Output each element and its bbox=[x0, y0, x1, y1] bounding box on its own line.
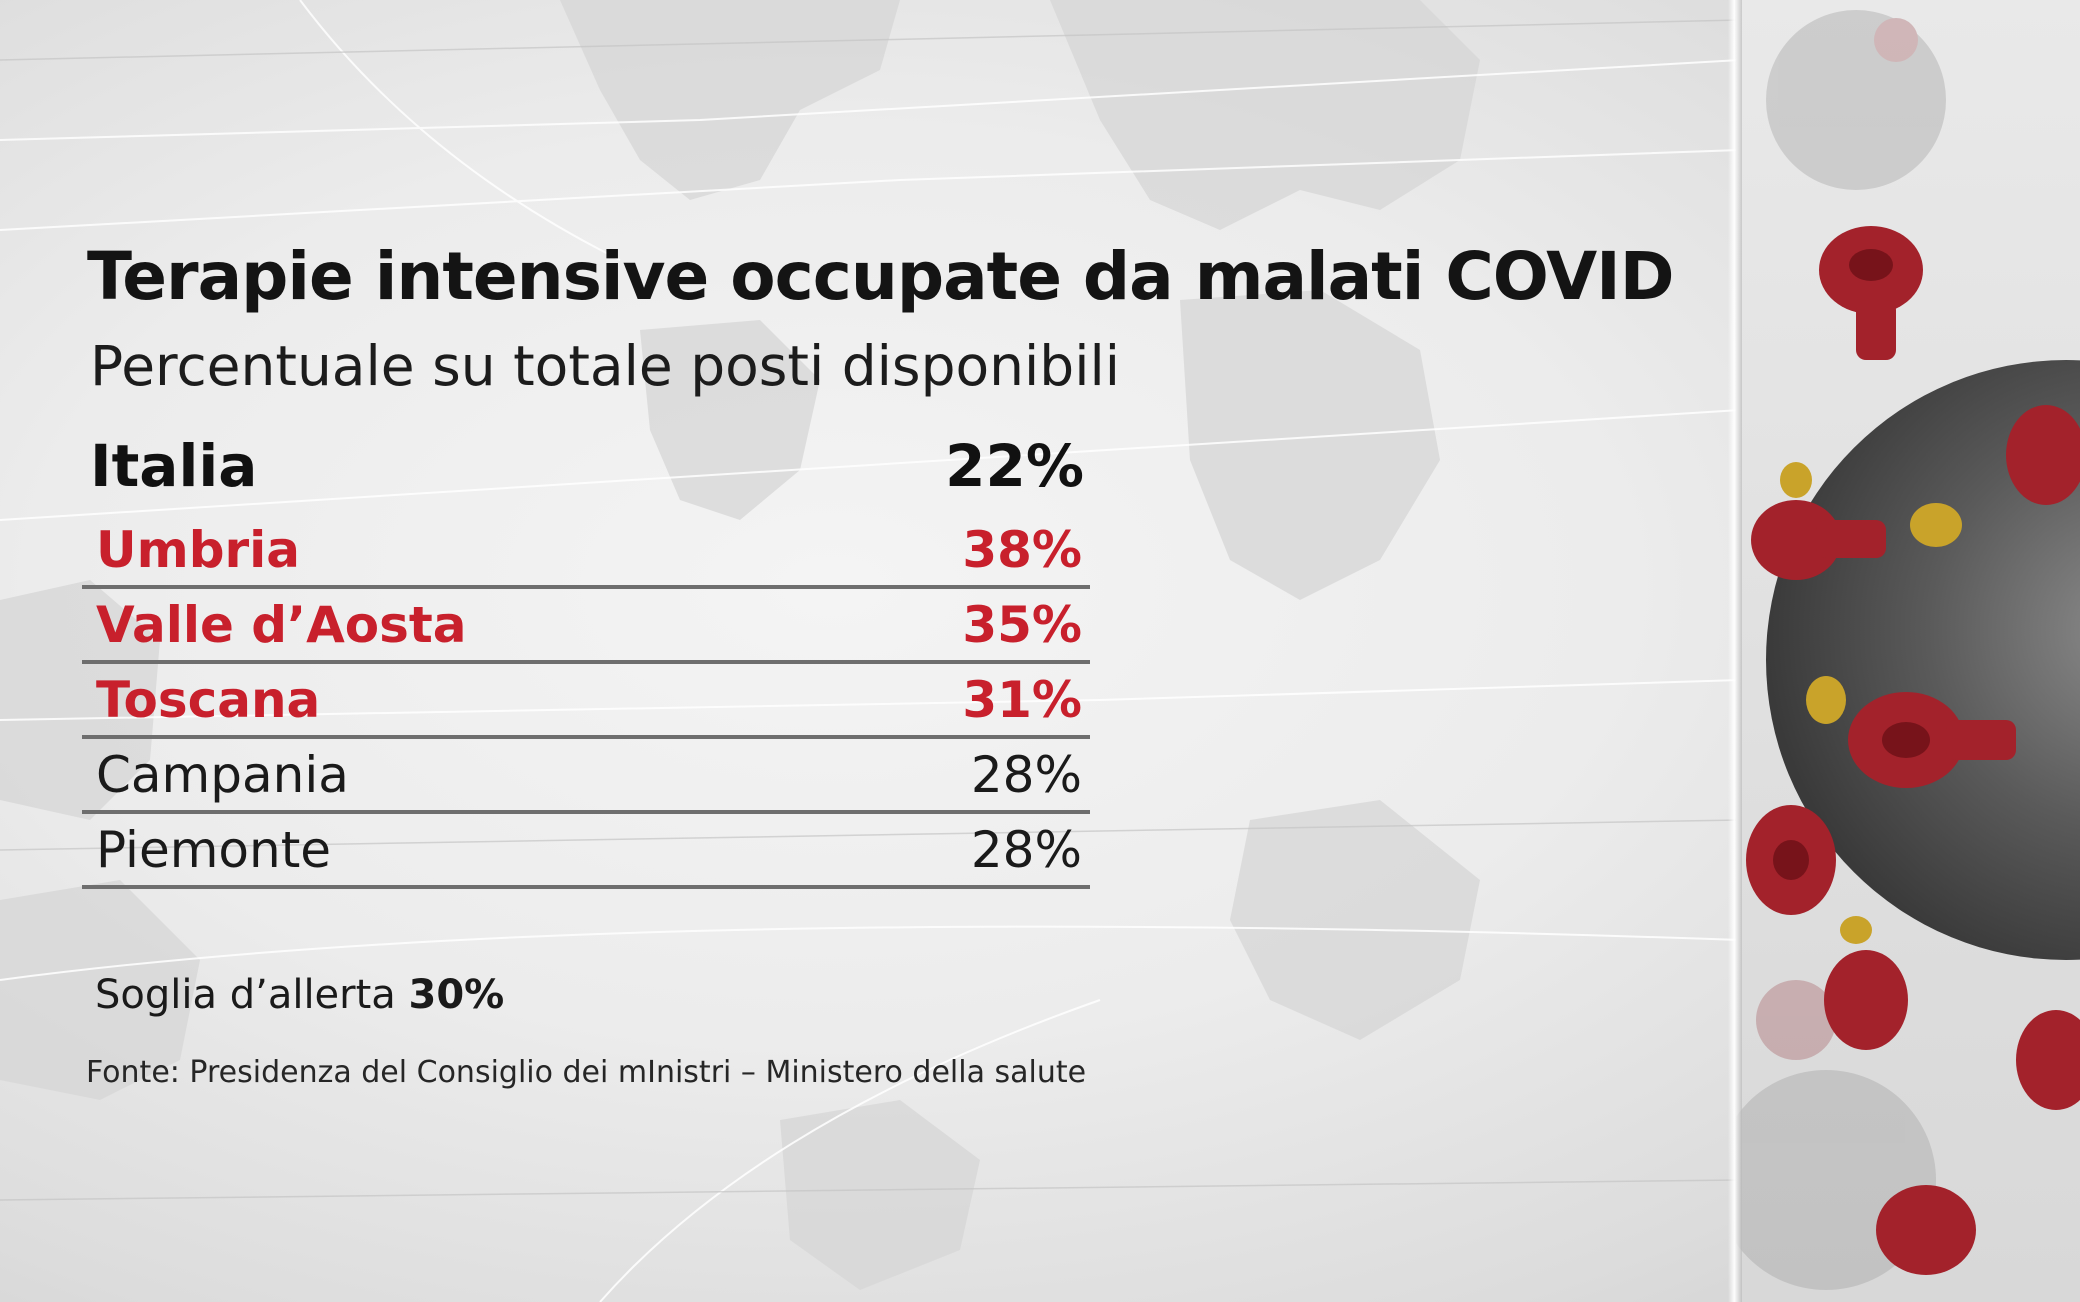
national-value: 22% bbox=[945, 432, 1084, 500]
chart-subtitle: Percentuale su totale posti disponibili bbox=[90, 334, 1121, 398]
region-name: Campania bbox=[96, 745, 349, 804]
region-value: 35% bbox=[962, 595, 1082, 654]
region-row: Umbria 38% bbox=[82, 514, 1090, 589]
region-row: Valle d’Aosta 35% bbox=[82, 589, 1090, 664]
world-map-background bbox=[0, 0, 1740, 1290]
occupancy-table: Italia 22% Umbria 38% Valle d’Aosta 35% … bbox=[82, 422, 1090, 889]
national-name: Italia bbox=[90, 432, 258, 500]
region-row: Campania 28% bbox=[82, 739, 1090, 814]
region-name: Umbria bbox=[96, 520, 301, 579]
region-value: 28% bbox=[970, 745, 1082, 804]
threshold-label: Soglia d’allerta bbox=[95, 972, 409, 1018]
alert-threshold-note: Soglia d’allerta 30% bbox=[95, 972, 504, 1018]
region-value: 38% bbox=[962, 520, 1082, 579]
threshold-value: 30% bbox=[408, 972, 505, 1018]
region-name: Valle d’Aosta bbox=[96, 595, 467, 654]
source-note: Fonte: Presidenza del Consiglio dei mIni… bbox=[86, 1055, 1087, 1090]
chart-title: Terapie intensive occupate da malati COV… bbox=[87, 238, 1675, 315]
region-value: 28% bbox=[970, 820, 1082, 879]
panel-divider bbox=[1728, 0, 1742, 1302]
region-value: 31% bbox=[962, 670, 1082, 729]
region-row: Toscana 31% bbox=[82, 664, 1090, 739]
national-row: Italia 22% bbox=[82, 422, 1090, 514]
region-row: Piemonte 28% bbox=[82, 814, 1090, 889]
region-name: Toscana bbox=[96, 670, 321, 729]
region-name: Piemonte bbox=[96, 820, 332, 879]
coronavirus-illustration bbox=[1736, 0, 2080, 1302]
